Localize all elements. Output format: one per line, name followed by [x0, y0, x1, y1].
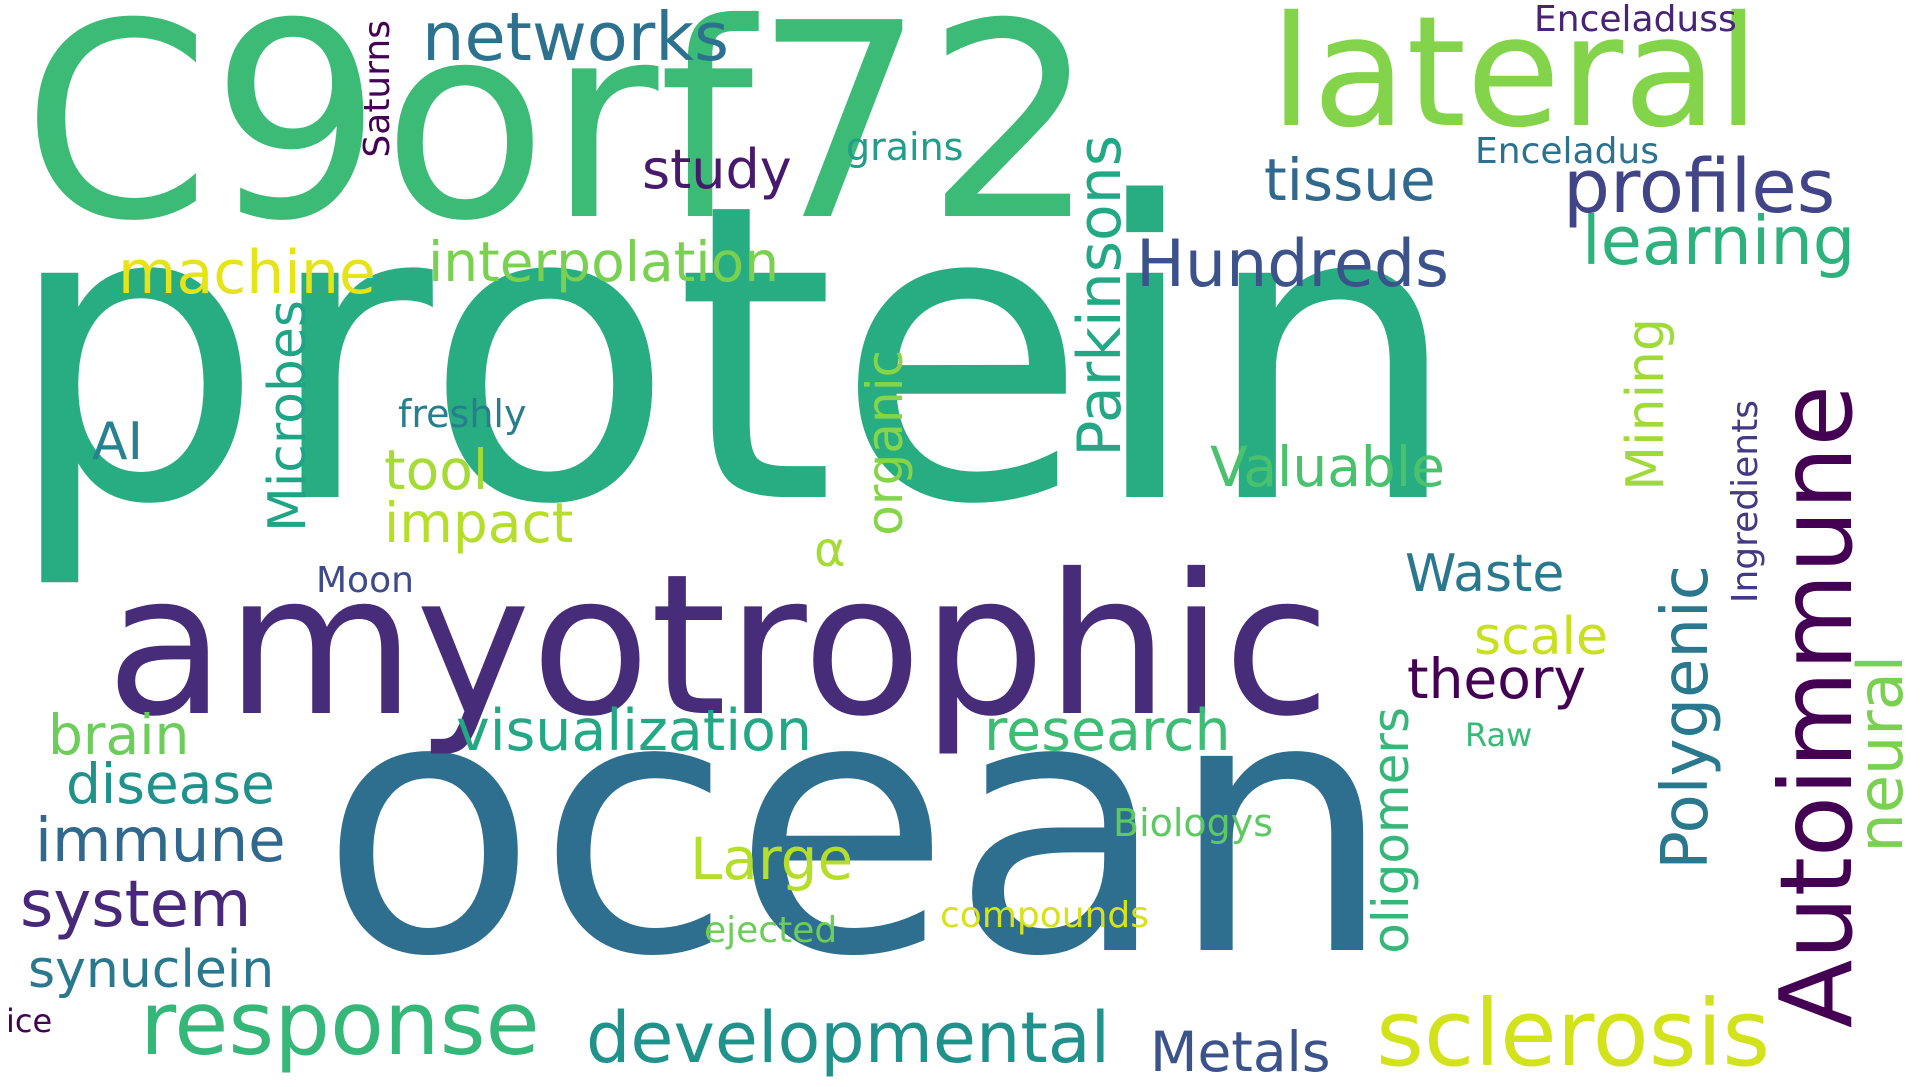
word-machine: machine: [118, 238, 376, 308]
word-c9orf72: C9orf72: [22, 0, 1098, 280]
word-sclerosis: sclerosis: [1376, 980, 1771, 1087]
word-synuclein: synuclein: [28, 940, 275, 1000]
word-waste: Waste: [1405, 544, 1565, 604]
word-oligomers: oligomers: [1362, 707, 1420, 954]
word-microbes: Microbes: [258, 300, 318, 533]
word-protein: protein: [4, 116, 1462, 594]
word-alpha: α: [814, 522, 846, 578]
word-mining: Mining: [1616, 318, 1676, 491]
word-parkinsons: Parkinsons: [1065, 135, 1135, 457]
word-moon: Moon: [316, 560, 414, 601]
word-metals: Metals: [1150, 1020, 1331, 1084]
word-learning: learning: [1582, 202, 1856, 280]
word-study: study: [642, 138, 792, 201]
word-raw: Raw: [1465, 716, 1533, 754]
word-scale: scale: [1474, 607, 1608, 667]
word-polygenic: Polygenic: [1649, 565, 1723, 870]
word-valuable: Valuable: [1210, 435, 1445, 499]
word-tool: tool: [384, 438, 489, 502]
word-lateral: lateral: [1270, 0, 1760, 162]
word-ocean: ocean: [320, 620, 1394, 1034]
word-enceladus: Enceladus: [1475, 131, 1659, 172]
word-biologys: Biologys: [1113, 801, 1274, 845]
word-large: Large: [690, 825, 854, 893]
word-brain: brain: [48, 703, 190, 767]
word-freshly: freshly: [398, 392, 527, 436]
word-ejected: ejected: [704, 910, 838, 951]
word-response: response: [140, 972, 540, 1075]
word-impact: impact: [384, 491, 574, 555]
word-research: research: [984, 698, 1231, 764]
word-profiles: profiles: [1563, 144, 1836, 230]
word-tissue: tissue: [1264, 146, 1436, 214]
word-grains: grains: [846, 125, 964, 169]
word-ingredients: Ingredients: [1725, 400, 1766, 604]
word-ice: ice: [6, 1002, 53, 1040]
word-organic: organic: [856, 350, 914, 536]
word-visualization: visualization: [456, 698, 813, 764]
word-immune: immune: [35, 805, 286, 876]
word-developmental: developmental: [586, 997, 1111, 1079]
word-system: system: [20, 868, 252, 942]
word-interpolation: interpolation: [428, 230, 780, 294]
word-networks: networks: [422, 0, 729, 76]
word-ai: AI: [92, 412, 143, 472]
word-neural: neural: [1844, 655, 1917, 853]
word-saturns: Saturns: [357, 20, 398, 158]
word-compounds: compounds: [940, 895, 1150, 936]
word-amyotrophic: amyotrophic: [106, 532, 1331, 759]
word-theory: theory: [1407, 647, 1587, 711]
word-hundreds: Hundreds: [1136, 227, 1449, 302]
word-disease: disease: [66, 752, 275, 816]
word-enceladuss: Enceladuss: [1534, 0, 1737, 40]
